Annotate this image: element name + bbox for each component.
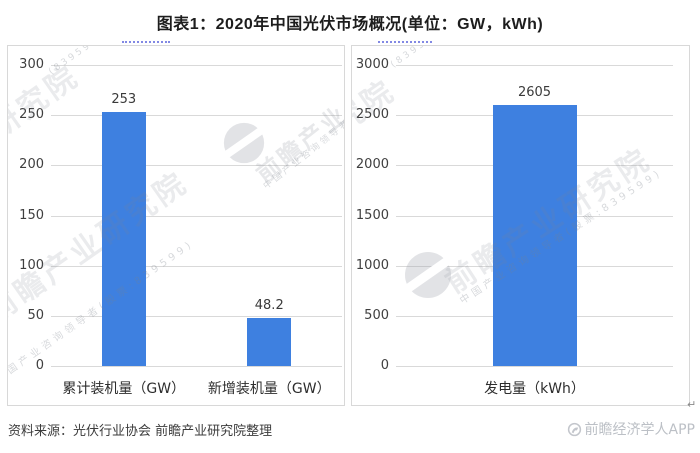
gridline: [396, 65, 673, 66]
gridline: [51, 115, 342, 116]
category-label: 累计装机量（GW）: [62, 381, 186, 397]
bar-value-label: 48.2: [254, 297, 284, 313]
y-axis-tick-label: 2000: [355, 157, 389, 173]
brand-footer: 前瞻经济学人APP: [567, 419, 695, 439]
y-axis-tick-label: 0: [380, 358, 389, 373]
y-axis-tick-label: 3000: [355, 57, 389, 72]
y-axis-tick-label: 100: [19, 257, 44, 273]
gridline: [51, 65, 342, 66]
y-axis-tick-label: 150: [19, 207, 44, 223]
bar-value-label: 2605: [517, 84, 552, 100]
return-mark: ↵: [687, 398, 697, 411]
gridline: [396, 366, 673, 367]
source-note: 资料来源：光伏行业协会 前瞻产业研究院整理: [8, 424, 273, 439]
y-axis-tick-label: 300: [19, 57, 44, 72]
qianzhan-app-logo-icon: [567, 422, 582, 437]
plot-area: 300 250 200 150 100 50 0 253 累计装机量（GW） 48.2 新增装机量（…: [19, 57, 342, 397]
category-label: 新增装机量（GW）: [207, 381, 331, 397]
dotted-underline-left: [122, 38, 170, 43]
bar-1: [247, 317, 292, 366]
bar-0: [101, 112, 146, 366]
y-axis-tick-label: 2500: [355, 107, 389, 123]
y-axis-tick-label: 500: [364, 307, 389, 323]
gridline: [51, 266, 342, 267]
figure-title: 图表1：2020年中国光伏市场概况(单位：GW，kWh): [156, 16, 544, 33]
dotted-underline-right: [378, 38, 432, 43]
y-axis-tick-label: 250: [19, 107, 44, 123]
gridline: [51, 316, 342, 317]
bar-value-label: 253: [111, 92, 137, 108]
y-axis-tick-label: 200: [19, 157, 44, 173]
category-label: 发电量（kWh）: [484, 381, 585, 397]
y-axis-tick-label: 0: [35, 358, 44, 373]
bar-0: [492, 104, 577, 366]
chart-panel-power-generation: 研究院 (839599) 前瞻产业研究院 中国产业咨询领导者(股票:839599…: [351, 45, 690, 406]
chart-panel-installed-capacity: 业研究院 (839599) 前瞻产业研究院 中国产业咨询领导者(股票:83959…: [7, 45, 345, 406]
gridline: [51, 366, 342, 367]
plot-area: 3000 2500 2000 1500 1000 500 0 2605 发电量（kWh）: [356, 57, 673, 397]
y-axis-tick-label: 1500: [355, 207, 389, 223]
gridline: [51, 165, 342, 166]
y-axis-tick-label: 50: [27, 307, 44, 323]
gridline: [51, 216, 342, 217]
y-axis-tick-label: 1000: [355, 257, 389, 273]
brand-footer-label: 前瞻经济学人APP: [584, 422, 695, 438]
